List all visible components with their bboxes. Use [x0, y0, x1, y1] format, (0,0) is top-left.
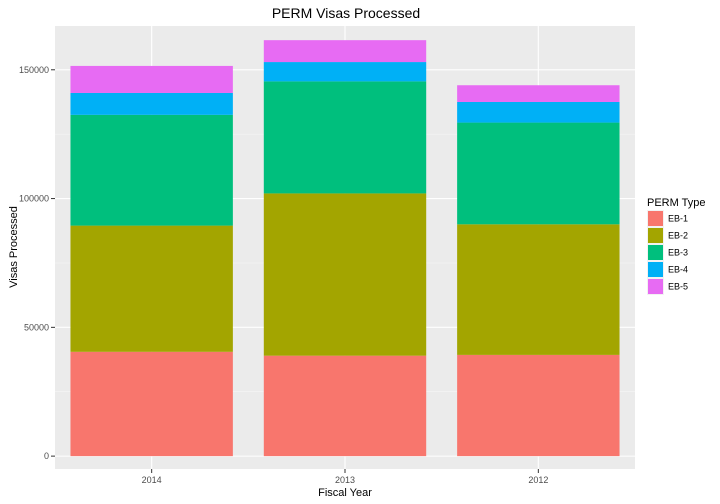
bar-segment-eb-4-2014: [70, 92, 233, 115]
legend-label: EB-3: [668, 248, 688, 258]
bar-segment-eb-3-2012: [457, 122, 620, 225]
bar-segment-eb-4-2012: [457, 101, 620, 123]
x-tick-label: 2013: [335, 475, 355, 485]
bar-segment-eb-1-2012: [457, 354, 620, 457]
legend: PERM Type EB-1 EB-2 EB-3 EB-4 EB-5: [647, 197, 706, 295]
y-axis: 0 50000 100000 150000: [19, 65, 55, 461]
legend-label: EB-4: [668, 265, 688, 275]
bar-segment-eb-3-2014: [70, 114, 233, 226]
y-tick-label: 50000: [24, 322, 49, 332]
legend-swatch-eb-2: [648, 228, 663, 243]
bar-segment-eb-5-2014: [70, 65, 233, 93]
bar-segment-eb-5-2012: [457, 85, 620, 102]
x-axis-title: Fiscal Year: [318, 487, 372, 499]
bar-segment-eb-2-2012: [457, 224, 620, 355]
legend-label: EB-1: [668, 214, 688, 224]
bar-segment-eb-1-2013: [263, 355, 427, 457]
legend-swatch-eb-3: [648, 245, 663, 260]
bar-segment-eb-4-2013: [263, 62, 427, 82]
bar-segment-eb-2-2014: [70, 225, 233, 352]
legend-label: EB-5: [668, 282, 688, 292]
x-tick-label: 2012: [528, 475, 548, 485]
x-axis: 2014 2013 2012: [142, 469, 548, 485]
y-tick-label: 0: [44, 451, 49, 461]
bar-segment-eb-5-2013: [263, 40, 427, 63]
x-tick-label: 2014: [142, 475, 162, 485]
legend-swatch-eb-4: [648, 262, 663, 277]
legend-label: EB-2: [668, 231, 688, 241]
legend-swatch-eb-1: [648, 211, 663, 226]
bar-segment-eb-2-2013: [263, 193, 427, 356]
bars: [70, 40, 620, 457]
chart-title: PERM Visas Processed: [272, 5, 420, 21]
y-axis-title: Visas Processed: [8, 206, 20, 288]
legend-swatch-eb-5: [648, 279, 663, 294]
y-tick-label: 150000: [19, 65, 49, 75]
y-tick-label: 100000: [19, 194, 49, 204]
bar-segment-eb-1-2014: [70, 351, 233, 457]
legend-title: PERM Type: [647, 197, 706, 209]
bar-segment-eb-3-2013: [263, 81, 427, 194]
